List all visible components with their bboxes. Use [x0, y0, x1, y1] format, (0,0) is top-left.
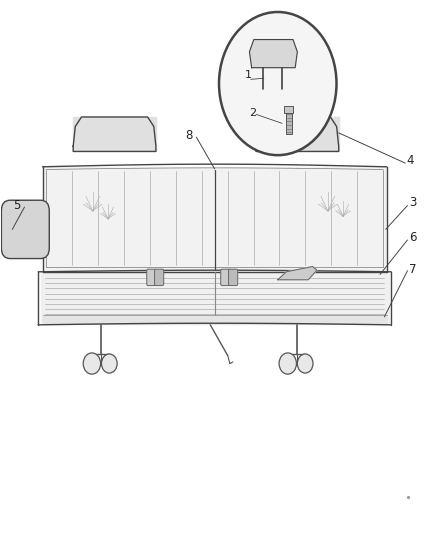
- FancyBboxPatch shape: [155, 269, 164, 286]
- Circle shape: [279, 353, 297, 374]
- Polygon shape: [41, 272, 389, 322]
- Polygon shape: [73, 117, 156, 151]
- Circle shape: [219, 12, 336, 155]
- Text: 3: 3: [409, 196, 417, 209]
- Polygon shape: [250, 39, 297, 68]
- Polygon shape: [278, 266, 317, 280]
- Text: 5: 5: [13, 199, 20, 212]
- Polygon shape: [43, 316, 387, 324]
- Text: 7: 7: [409, 263, 417, 276]
- Text: 8: 8: [185, 128, 192, 141]
- Polygon shape: [256, 117, 339, 151]
- Text: 4: 4: [407, 154, 414, 167]
- FancyBboxPatch shape: [147, 269, 156, 286]
- Circle shape: [297, 354, 313, 373]
- Circle shape: [83, 353, 101, 374]
- Text: 1: 1: [245, 70, 252, 80]
- FancyBboxPatch shape: [229, 269, 238, 286]
- FancyBboxPatch shape: [1, 200, 49, 259]
- FancyBboxPatch shape: [221, 269, 230, 286]
- FancyBboxPatch shape: [286, 110, 292, 134]
- Text: 6: 6: [409, 231, 417, 244]
- Circle shape: [102, 354, 117, 373]
- Polygon shape: [43, 167, 387, 272]
- Text: 2: 2: [250, 108, 257, 118]
- FancyBboxPatch shape: [284, 107, 293, 113]
